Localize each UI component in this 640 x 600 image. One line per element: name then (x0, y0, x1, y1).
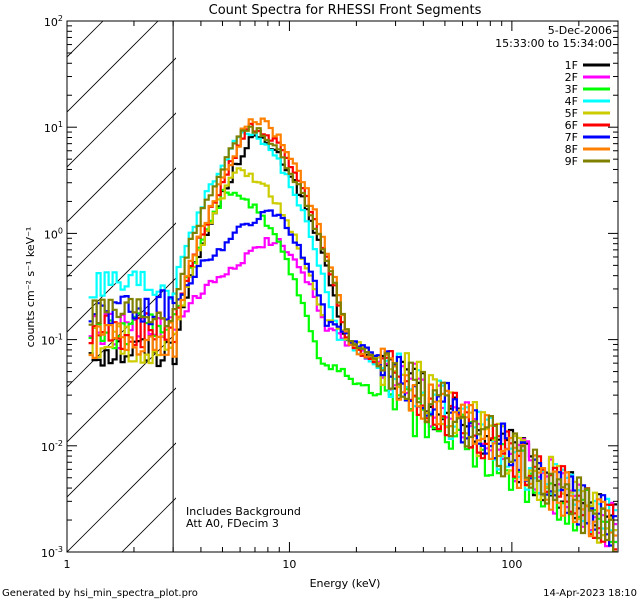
series-layer (88, 117, 618, 552)
legend-label-2F: 2F (565, 71, 578, 84)
hatch-line (67, 57, 176, 168)
hatch-line (67, 277, 176, 388)
legend-label-4F: 4F (565, 95, 578, 108)
legend-label-7F: 7F (565, 131, 578, 144)
hatch-line (617, 12, 640, 552)
date-label: 5-Dec-2006 (548, 24, 612, 37)
y-tick-label: 101 (44, 120, 63, 135)
legend-label-1F: 1F (565, 59, 578, 72)
annotation-background: Includes Background (186, 505, 301, 518)
legend-label-9F: 9F (565, 155, 578, 168)
annotation-attenuator: Att A0, FDecim 3 (186, 517, 279, 530)
y-tick-label: 102 (44, 14, 63, 29)
legend-label-3F: 3F (565, 83, 578, 96)
hatch-line (232, 12, 640, 552)
hatch-line (67, 332, 176, 443)
hatch-line (67, 21, 159, 113)
hatch-line (67, 167, 176, 278)
hatch-line (67, 112, 176, 223)
hatch-line (67, 21, 104, 58)
y-axis-label: counts cm⁻² s⁻¹ keV⁻¹ (24, 227, 37, 348)
x-tick-label: 1 (64, 558, 71, 571)
time-range-label: 15:33:00 to 15:34:00 (495, 37, 612, 50)
hatch-line (287, 12, 640, 552)
footer-generated-by: Generated by hsi_min_spectra_plot.pro (2, 588, 198, 599)
y-tick-label: 10-3 (41, 545, 63, 560)
x-axis-label: Energy (keV) (310, 577, 381, 590)
y-tick-label: 10-1 (41, 333, 63, 348)
y-tick-label: 10-2 (41, 439, 63, 454)
plot-frame (66, 20, 619, 553)
hatch-line (342, 12, 640, 552)
legend-label-5F: 5F (565, 107, 578, 120)
chart-title: Count Spectra for RHESSI Front Segments (209, 3, 482, 18)
footer-timestamp: 14-Apr-2023 18:10 (543, 588, 637, 599)
y-tick-label: 100 (44, 226, 63, 241)
x-tick-label: 100 (501, 558, 522, 571)
axis-ticks: 1 10 100 102 101 100 10-1 10-2 10-3 (41, 14, 619, 571)
hatch-line (121, 497, 176, 552)
hatch-line (67, 387, 176, 498)
legend-label-6F: 6F (565, 119, 578, 132)
hatch-line (67, 442, 176, 552)
x-tick-label: 10 (282, 558, 296, 571)
legend-label-8F: 8F (565, 143, 578, 156)
series-9F-line (88, 125, 618, 552)
